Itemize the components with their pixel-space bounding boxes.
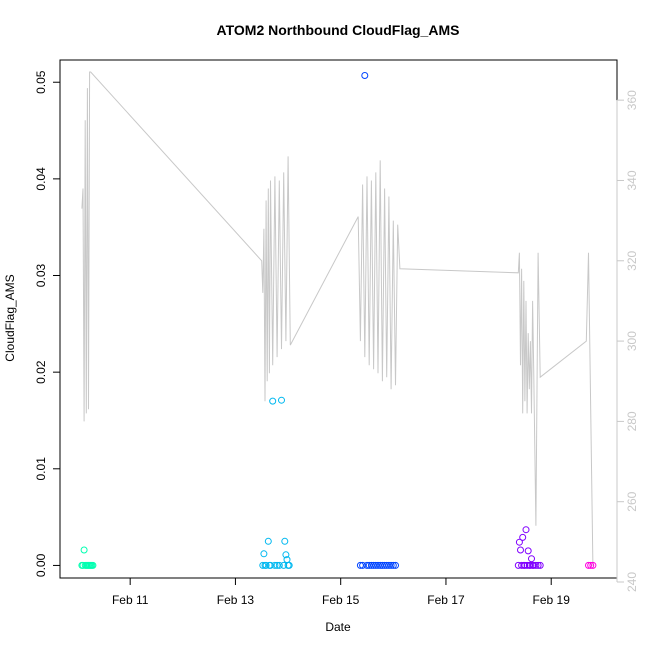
y-tick-label: 0.05 (34, 70, 48, 94)
plot-frame (59, 59, 618, 579)
data-point-group-2 (267, 561, 274, 569)
data-point-group-2 (285, 561, 293, 569)
data-point-group-3 (383, 561, 391, 569)
data-point-group-2 (259, 561, 267, 569)
data-point-group-3 (356, 561, 364, 569)
data-point-group-3 (361, 72, 369, 79)
data-point-group-5 (585, 561, 592, 569)
data-point-group-2 (264, 537, 272, 545)
line-series-layer (81, 71, 594, 567)
data-point-group-3 (392, 561, 399, 569)
data-point-group-4 (524, 547, 532, 555)
x-tick-label: Feb 13 (217, 593, 255, 607)
y-right-tick-label: 300 (625, 331, 639, 351)
chart-title: ATOM2 Northbound CloudFlag_AMS (217, 22, 460, 38)
y-axis-right: 240 260 280 300 320 340 360 (616, 90, 639, 592)
data-point-group-4 (522, 526, 530, 534)
data-point-group-2 (273, 561, 281, 569)
data-point-group-1 (80, 546, 88, 554)
y-tick-label: 0.00 (34, 553, 48, 577)
data-point-group-4 (528, 555, 535, 563)
data-point-group-4 (534, 561, 542, 569)
y-right-tick-label: 360 (625, 90, 639, 110)
data-point-group-4 (517, 546, 524, 554)
data-point-group-3 (367, 561, 375, 569)
data-point-group-1 (89, 561, 97, 569)
series-line (81, 71, 594, 567)
data-point-group-4 (536, 561, 544, 569)
data-point-group-2 (281, 537, 289, 545)
data-point-group-3 (387, 561, 395, 569)
y-axis-label: CloudFlag_AMS (3, 274, 17, 361)
y-right-tick-label: 320 (625, 250, 639, 270)
data-point-group-3 (359, 561, 367, 569)
y-tick-label: 0.01 (34, 457, 48, 481)
x-tick-label: Feb 19 (533, 593, 571, 607)
data-point-group-2 (260, 550, 268, 558)
data-point-group-2 (262, 561, 270, 569)
data-point-group-5 (587, 561, 595, 569)
data-point-group-4 (532, 561, 540, 569)
y-tick-label: 0.04 (34, 167, 48, 191)
data-point-group-3 (389, 561, 397, 569)
y-right-tick-label: 280 (625, 411, 639, 431)
y-axis-left: 0.00 0.01 0.02 0.03 0.04 0.05 (34, 70, 61, 577)
y-right-tick-label: 240 (625, 572, 639, 592)
data-point-group-4 (515, 538, 523, 546)
data-point-group-2 (282, 551, 290, 559)
x-tick-label: Feb 15 (322, 593, 360, 607)
data-point-group-3 (365, 561, 373, 569)
data-point-group-2 (278, 396, 285, 404)
x-axis-label: Date (325, 620, 351, 634)
x-tick-label: Feb 11 (112, 593, 149, 607)
y-tick-label: 0.03 (34, 263, 48, 287)
data-point-group-4 (519, 533, 527, 541)
points-layer (78, 72, 597, 569)
x-tick-label: Feb 17 (427, 593, 465, 607)
y-tick-label: 0.02 (34, 360, 48, 384)
data-point-group-2 (271, 561, 279, 569)
y-right-tick-label: 340 (625, 170, 639, 190)
x-axis: Feb 11 Feb 13 Feb 15 Feb 17 Feb 19 (112, 577, 571, 607)
y-right-tick-label: 260 (625, 491, 639, 511)
data-point-group-3 (385, 561, 393, 569)
data-point-group-3 (372, 561, 380, 569)
data-point-group-3 (374, 561, 382, 569)
data-point-group-3 (363, 561, 371, 569)
data-point-group-2 (275, 561, 283, 569)
data-point-group-5 (589, 561, 597, 569)
data-point-group-2 (269, 397, 277, 405)
data-point-group-3 (370, 561, 378, 569)
